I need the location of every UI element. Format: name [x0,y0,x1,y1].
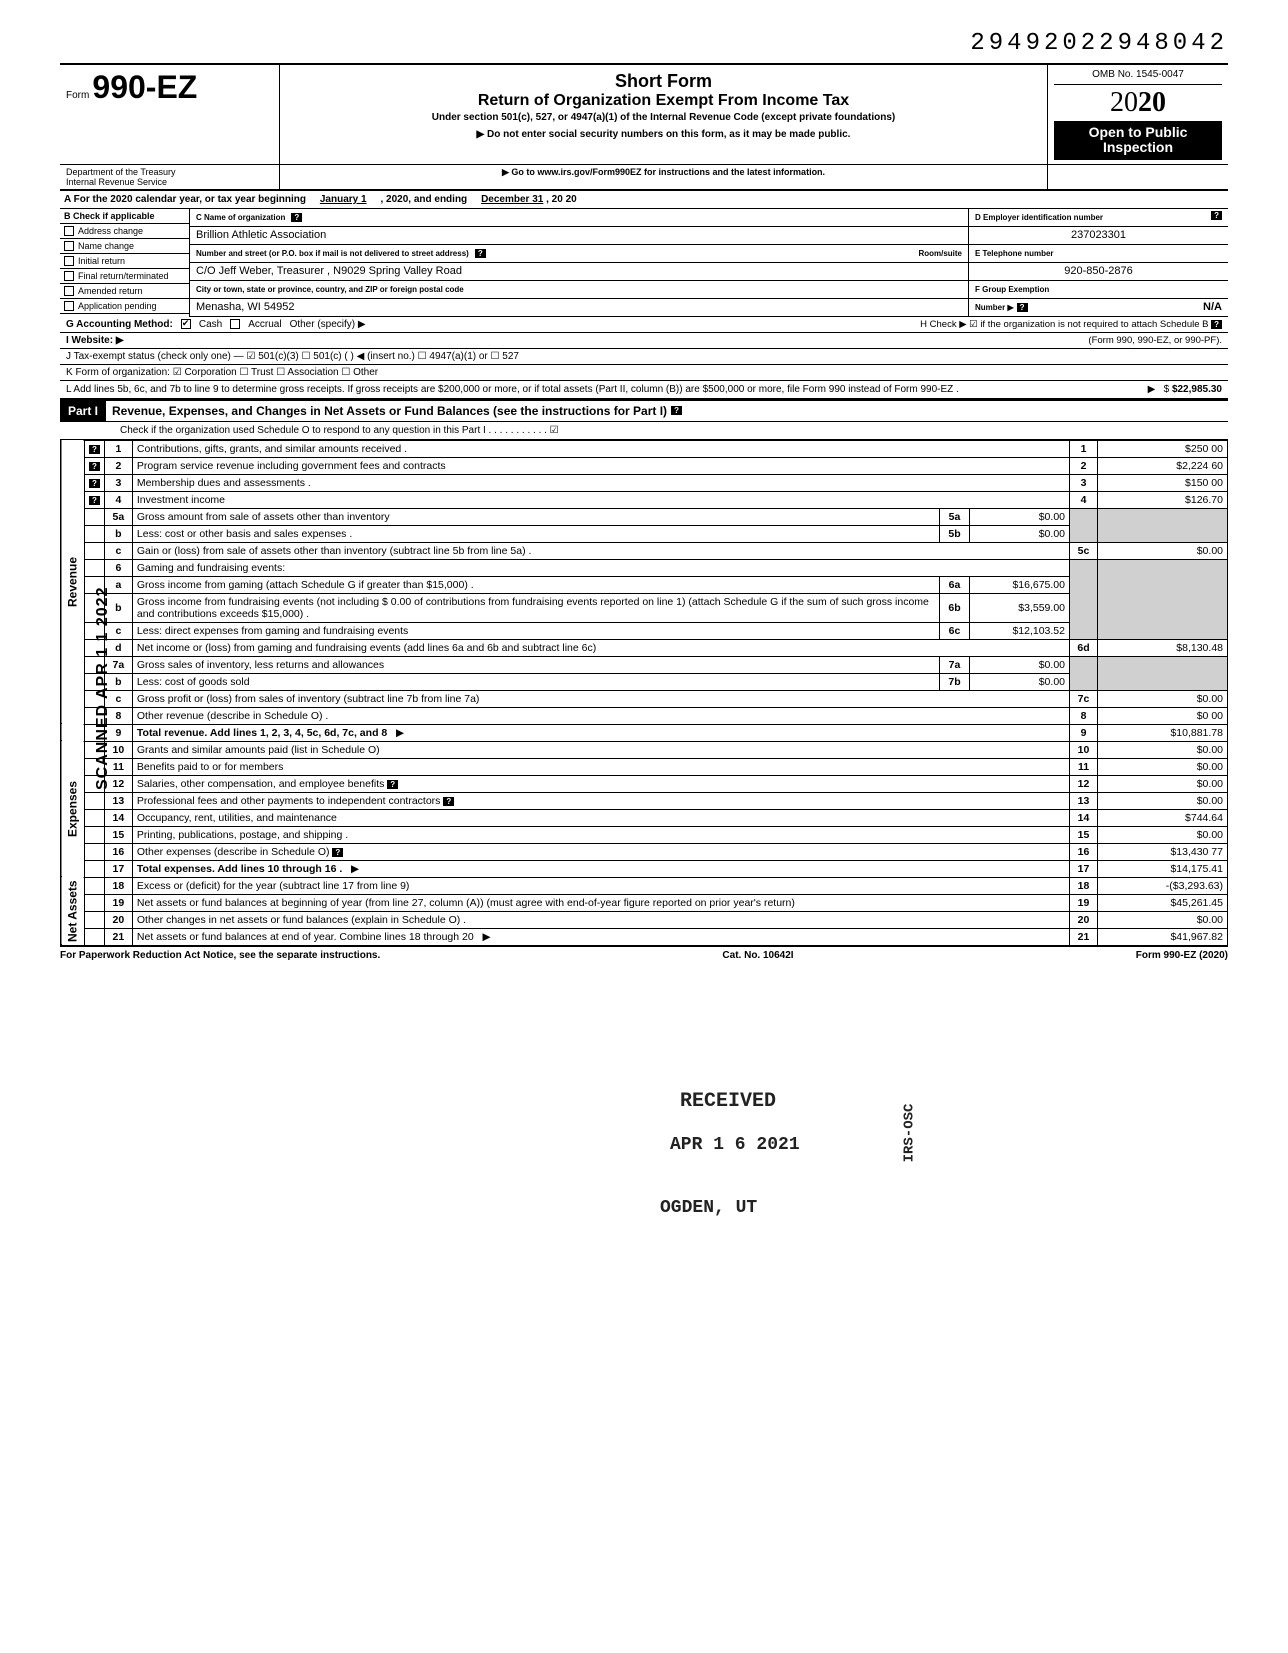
open-public: Open to Public Inspection [1054,121,1222,160]
amt-5a: $0.00 [970,508,1070,525]
top-document-number: 29492022948042 [60,30,1228,57]
amt-6d: $8,130.48 [1098,639,1228,656]
page-footer: For Paperwork Reduction Act Notice, see … [60,946,1228,961]
telephone: 920-850-2876 [975,265,1222,277]
line-l: L Add lines 5b, 6c, and 7b to line 9 to … [60,381,1228,400]
section-c: C Name of organization ? Brillion Athlet… [190,209,968,317]
group-exemption: N/A [1203,301,1222,313]
line-h: H Check ▶ ☑ if the organization is not r… [920,319,1222,330]
amt-7c: $0.00 [1098,690,1228,707]
part-i-sub: Check if the organization used Schedule … [60,422,1228,440]
form-number: 990-EZ [92,69,197,105]
dept-treasury: Department of the Treasury Internal Reve… [60,165,280,189]
lines-table: Revenue ? 1 Contributions, gifts, grants… [60,440,1228,946]
amt-3: $150 00 [1098,474,1228,491]
part-i-header: Part I Revenue, Expenses, and Changes in… [60,400,1228,422]
form-arrow-1: ▶ Do not enter social security numbers o… [286,129,1041,140]
amt-16: $13,430 77 [1098,843,1228,860]
ein: 237023301 [975,229,1222,241]
side-net-assets: Net Assets [61,877,85,945]
amt-9: $10,881.78 [1098,724,1228,741]
org-address: C/O Jeff Weber, Treasurer , N9029 Spring… [196,265,462,277]
amt-15: $0.00 [1098,826,1228,843]
tax-year: 2020 [1054,87,1222,119]
amt-12: $0.00 [1098,775,1228,792]
chk-address-change[interactable]: Address change [60,224,189,239]
line-a: A For the 2020 calendar year, or tax yea… [60,191,1228,209]
line-k: K Form of organization: ☑ Corporation ☐ … [60,365,1228,381]
amt-19: $45,261.45 [1098,894,1228,911]
amt-6c: $12,103.52 [970,622,1070,639]
chk-application-pending[interactable]: Application pending [60,299,189,314]
form-arrow-2: ▶ Go to www.irs.gov/Form990EZ for instru… [280,165,1048,189]
line-j: J Tax-exempt status (check only one) — ☑… [60,349,1228,365]
amt-5c: $0.00 [1098,542,1228,559]
form-title-2: Return of Organization Exempt From Incom… [286,92,1041,110]
amt-7a: $0.00 [970,656,1070,673]
stamp-date: APR 1 6 2021 [670,1135,800,1155]
amt-10: $0.00 [1098,741,1228,758]
amt-13: $0.00 [1098,792,1228,809]
amt-11: $0.00 [1098,758,1228,775]
amt-21: $41,967.82 [1098,928,1228,945]
org-city: Menasha, WI 54952 [196,301,294,313]
amt-1: $250 00 [1098,440,1228,457]
amt-14: $744.64 [1098,809,1228,826]
form-header: Form 990-EZ Short Form Return of Organiz… [60,63,1228,165]
b-header: B Check if applicable [60,209,189,224]
stamp-irs-osc: IRS-OSC [901,1104,917,1163]
form-subtitle: Under section 501(c), 527, or 4947(a)(1)… [286,112,1041,123]
line-g: G Accounting Method: Cash Accrual Other … [60,317,1228,333]
side-expenses: Expenses [61,741,85,877]
chk-initial-return[interactable]: Initial return [60,254,189,269]
amt-18: -($3,293.63) [1098,877,1228,894]
chk-accrual[interactable] [230,319,240,329]
amt-5b: $0.00 [970,525,1070,542]
omb-number: OMB No. 1545-0047 [1054,69,1222,85]
form-title-1: Short Form [286,71,1041,92]
amt-8: $0 00 [1098,707,1228,724]
amt-6a: $16,675.00 [970,576,1070,593]
amt-17: $14,175.41 [1098,860,1228,877]
chk-amended-return[interactable]: Amended return [60,284,189,299]
line-i: I Website: ▶ (Form 990, 990-EZ, or 990-P… [60,333,1228,349]
chk-name-change[interactable]: Name change [60,239,189,254]
section-def: D Employer identification number ? 23702… [968,209,1228,317]
chk-cash[interactable] [181,319,191,329]
side-revenue: Revenue [61,440,85,724]
amt-6b: $3,559.00 [970,593,1070,622]
chk-final-return[interactable]: Final return/terminated [60,269,189,284]
stamp-ogden: OGDEN, UT [660,1198,757,1218]
amt-2: $2,224 60 [1098,457,1228,474]
amt-20: $0.00 [1098,911,1228,928]
amt-4: $126.70 [1098,491,1228,508]
org-name: Brillion Athletic Association [196,229,326,241]
form-word: Form [66,90,89,101]
stamp-received: RECEIVED [680,1090,776,1113]
amt-7b: $0.00 [970,673,1070,690]
section-b: B Check if applicable Address change Nam… [60,209,190,317]
